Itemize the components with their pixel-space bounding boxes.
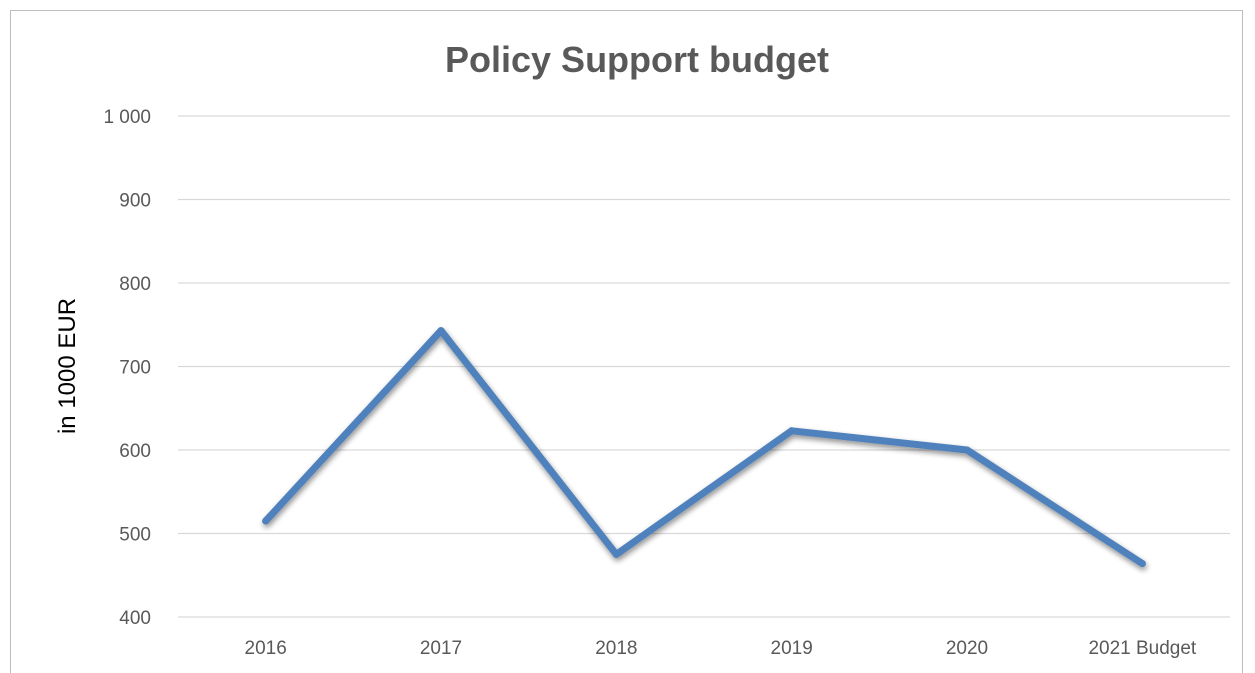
chart-frame bbox=[10, 10, 1243, 673]
y-tick-label: 1 000 bbox=[103, 107, 151, 128]
chart-title: Policy Support budget bbox=[445, 39, 829, 80]
data-point bbox=[437, 327, 445, 335]
x-tick-label: 2020 bbox=[946, 638, 988, 659]
data-point bbox=[963, 446, 971, 454]
y-axis-label: in 1000 EUR bbox=[54, 298, 81, 434]
data-point bbox=[1138, 560, 1146, 568]
y-tick-label: 700 bbox=[119, 358, 151, 379]
y-tick-label: 500 bbox=[119, 525, 151, 546]
x-tick-label: 2018 bbox=[595, 638, 637, 659]
y-tick-label: 400 bbox=[119, 608, 151, 629]
series-line bbox=[262, 327, 1146, 568]
x-tick-label: 2021 Budget bbox=[1088, 638, 1196, 659]
y-tick-label: 800 bbox=[119, 274, 151, 295]
y-tick-label: 600 bbox=[119, 441, 151, 462]
x-tick-labels: 2016 2017 2018 2019 2020 2021 Budget bbox=[245, 638, 1197, 659]
x-tick-label: 2016 bbox=[245, 638, 287, 659]
y-tick-labels: 400 500 600 700 800 900 1 000 bbox=[103, 107, 151, 629]
x-tick-label: 2019 bbox=[771, 638, 813, 659]
y-tick-label: 900 bbox=[119, 191, 151, 212]
x-tick-label: 2017 bbox=[420, 638, 462, 659]
series-layer bbox=[262, 327, 1146, 568]
data-point bbox=[612, 550, 620, 558]
data-point bbox=[262, 517, 270, 525]
data-point bbox=[788, 427, 796, 435]
gridlines bbox=[178, 115, 1230, 618]
